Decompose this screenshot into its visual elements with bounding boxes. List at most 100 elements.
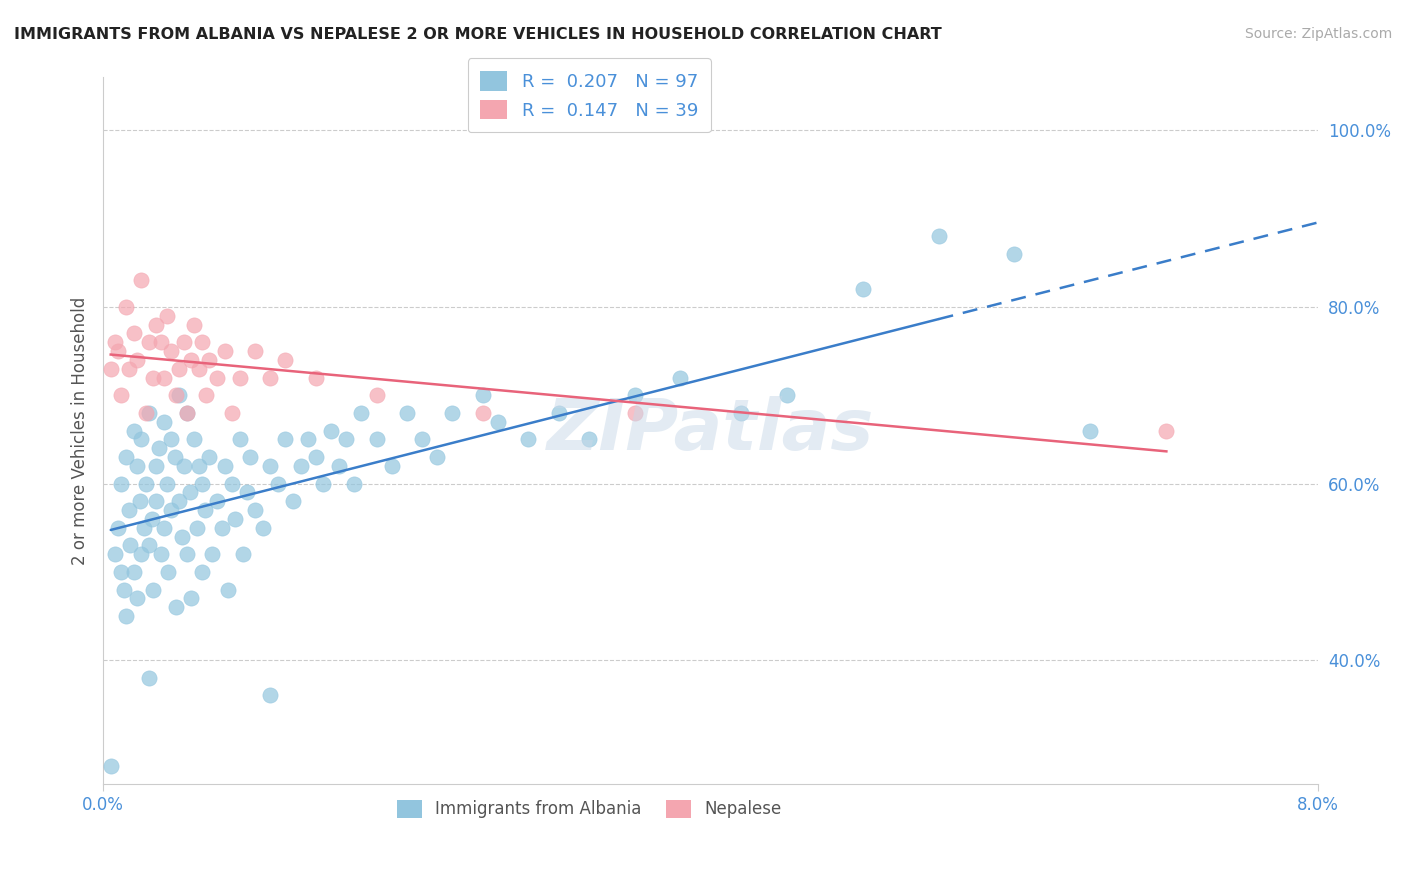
Y-axis label: 2 or more Vehicles in Household: 2 or more Vehicles in Household bbox=[72, 296, 89, 565]
Point bbox=[259, 689, 281, 703]
Point bbox=[107, 344, 129, 359]
Point bbox=[104, 335, 127, 350]
Point bbox=[239, 450, 262, 464]
Point bbox=[110, 565, 132, 579]
Point bbox=[153, 415, 176, 429]
Point bbox=[1080, 424, 1102, 438]
Point bbox=[471, 406, 494, 420]
Point bbox=[125, 591, 148, 606]
Point bbox=[366, 388, 388, 402]
Point bbox=[243, 344, 266, 359]
Text: ZIPatlas: ZIPatlas bbox=[547, 396, 875, 465]
Point bbox=[167, 361, 190, 376]
Point bbox=[198, 450, 221, 464]
Point bbox=[623, 388, 645, 402]
Point bbox=[312, 476, 335, 491]
Point bbox=[134, 521, 156, 535]
Point bbox=[187, 458, 209, 473]
Point bbox=[125, 353, 148, 368]
Point bbox=[775, 388, 797, 402]
Point bbox=[153, 370, 176, 384]
Point bbox=[142, 582, 165, 597]
Point bbox=[221, 476, 243, 491]
Point bbox=[350, 406, 373, 420]
Point bbox=[148, 442, 170, 456]
Point bbox=[110, 388, 132, 402]
Point bbox=[167, 494, 190, 508]
Point bbox=[214, 458, 236, 473]
Point bbox=[267, 476, 290, 491]
Point bbox=[305, 370, 328, 384]
Point bbox=[157, 565, 180, 579]
Point bbox=[183, 318, 205, 332]
Point bbox=[122, 424, 145, 438]
Point bbox=[141, 512, 163, 526]
Text: Source: ZipAtlas.com: Source: ZipAtlas.com bbox=[1244, 27, 1392, 41]
Point bbox=[145, 458, 167, 473]
Point bbox=[138, 335, 160, 350]
Point bbox=[471, 388, 494, 402]
Point bbox=[135, 406, 157, 420]
Point bbox=[129, 273, 152, 287]
Point bbox=[547, 406, 569, 420]
Point bbox=[305, 450, 328, 464]
Point bbox=[229, 370, 252, 384]
Point bbox=[138, 406, 160, 420]
Point bbox=[852, 282, 875, 296]
Point bbox=[120, 538, 142, 552]
Point bbox=[176, 406, 198, 420]
Point bbox=[110, 476, 132, 491]
Point bbox=[426, 450, 449, 464]
Point bbox=[274, 353, 297, 368]
Point bbox=[135, 476, 157, 491]
Point bbox=[118, 503, 141, 517]
Point bbox=[156, 309, 179, 323]
Point bbox=[128, 494, 150, 508]
Point bbox=[297, 433, 319, 447]
Point bbox=[163, 450, 186, 464]
Point bbox=[730, 406, 752, 420]
Point bbox=[328, 458, 350, 473]
Point bbox=[274, 433, 297, 447]
Point bbox=[191, 476, 214, 491]
Point bbox=[201, 547, 224, 561]
Legend: Immigrants from Albania, Nepalese: Immigrants from Albania, Nepalese bbox=[389, 793, 789, 825]
Point bbox=[100, 759, 122, 773]
Point bbox=[160, 503, 183, 517]
Point bbox=[187, 361, 209, 376]
Point bbox=[167, 388, 190, 402]
Point bbox=[205, 370, 228, 384]
Point bbox=[195, 388, 218, 402]
Point bbox=[142, 370, 165, 384]
Point bbox=[183, 433, 205, 447]
Point bbox=[129, 433, 152, 447]
Point bbox=[224, 512, 246, 526]
Point bbox=[343, 476, 366, 491]
Point bbox=[173, 458, 195, 473]
Point bbox=[486, 415, 509, 429]
Point bbox=[186, 521, 208, 535]
Point bbox=[115, 609, 138, 624]
Point bbox=[669, 370, 692, 384]
Point bbox=[107, 521, 129, 535]
Point bbox=[217, 582, 239, 597]
Point bbox=[115, 450, 138, 464]
Point bbox=[104, 547, 127, 561]
Point bbox=[259, 458, 281, 473]
Point bbox=[160, 433, 183, 447]
Point bbox=[395, 406, 418, 420]
Point bbox=[211, 521, 233, 535]
Point bbox=[1004, 247, 1026, 261]
Point bbox=[179, 485, 201, 500]
Point bbox=[160, 344, 183, 359]
Point bbox=[149, 335, 172, 350]
Point bbox=[138, 538, 160, 552]
Point bbox=[290, 458, 312, 473]
Point bbox=[115, 300, 138, 314]
Point bbox=[335, 433, 357, 447]
Point bbox=[153, 521, 176, 535]
Point bbox=[122, 565, 145, 579]
Point bbox=[173, 335, 195, 350]
Point bbox=[928, 229, 950, 244]
Point bbox=[180, 591, 202, 606]
